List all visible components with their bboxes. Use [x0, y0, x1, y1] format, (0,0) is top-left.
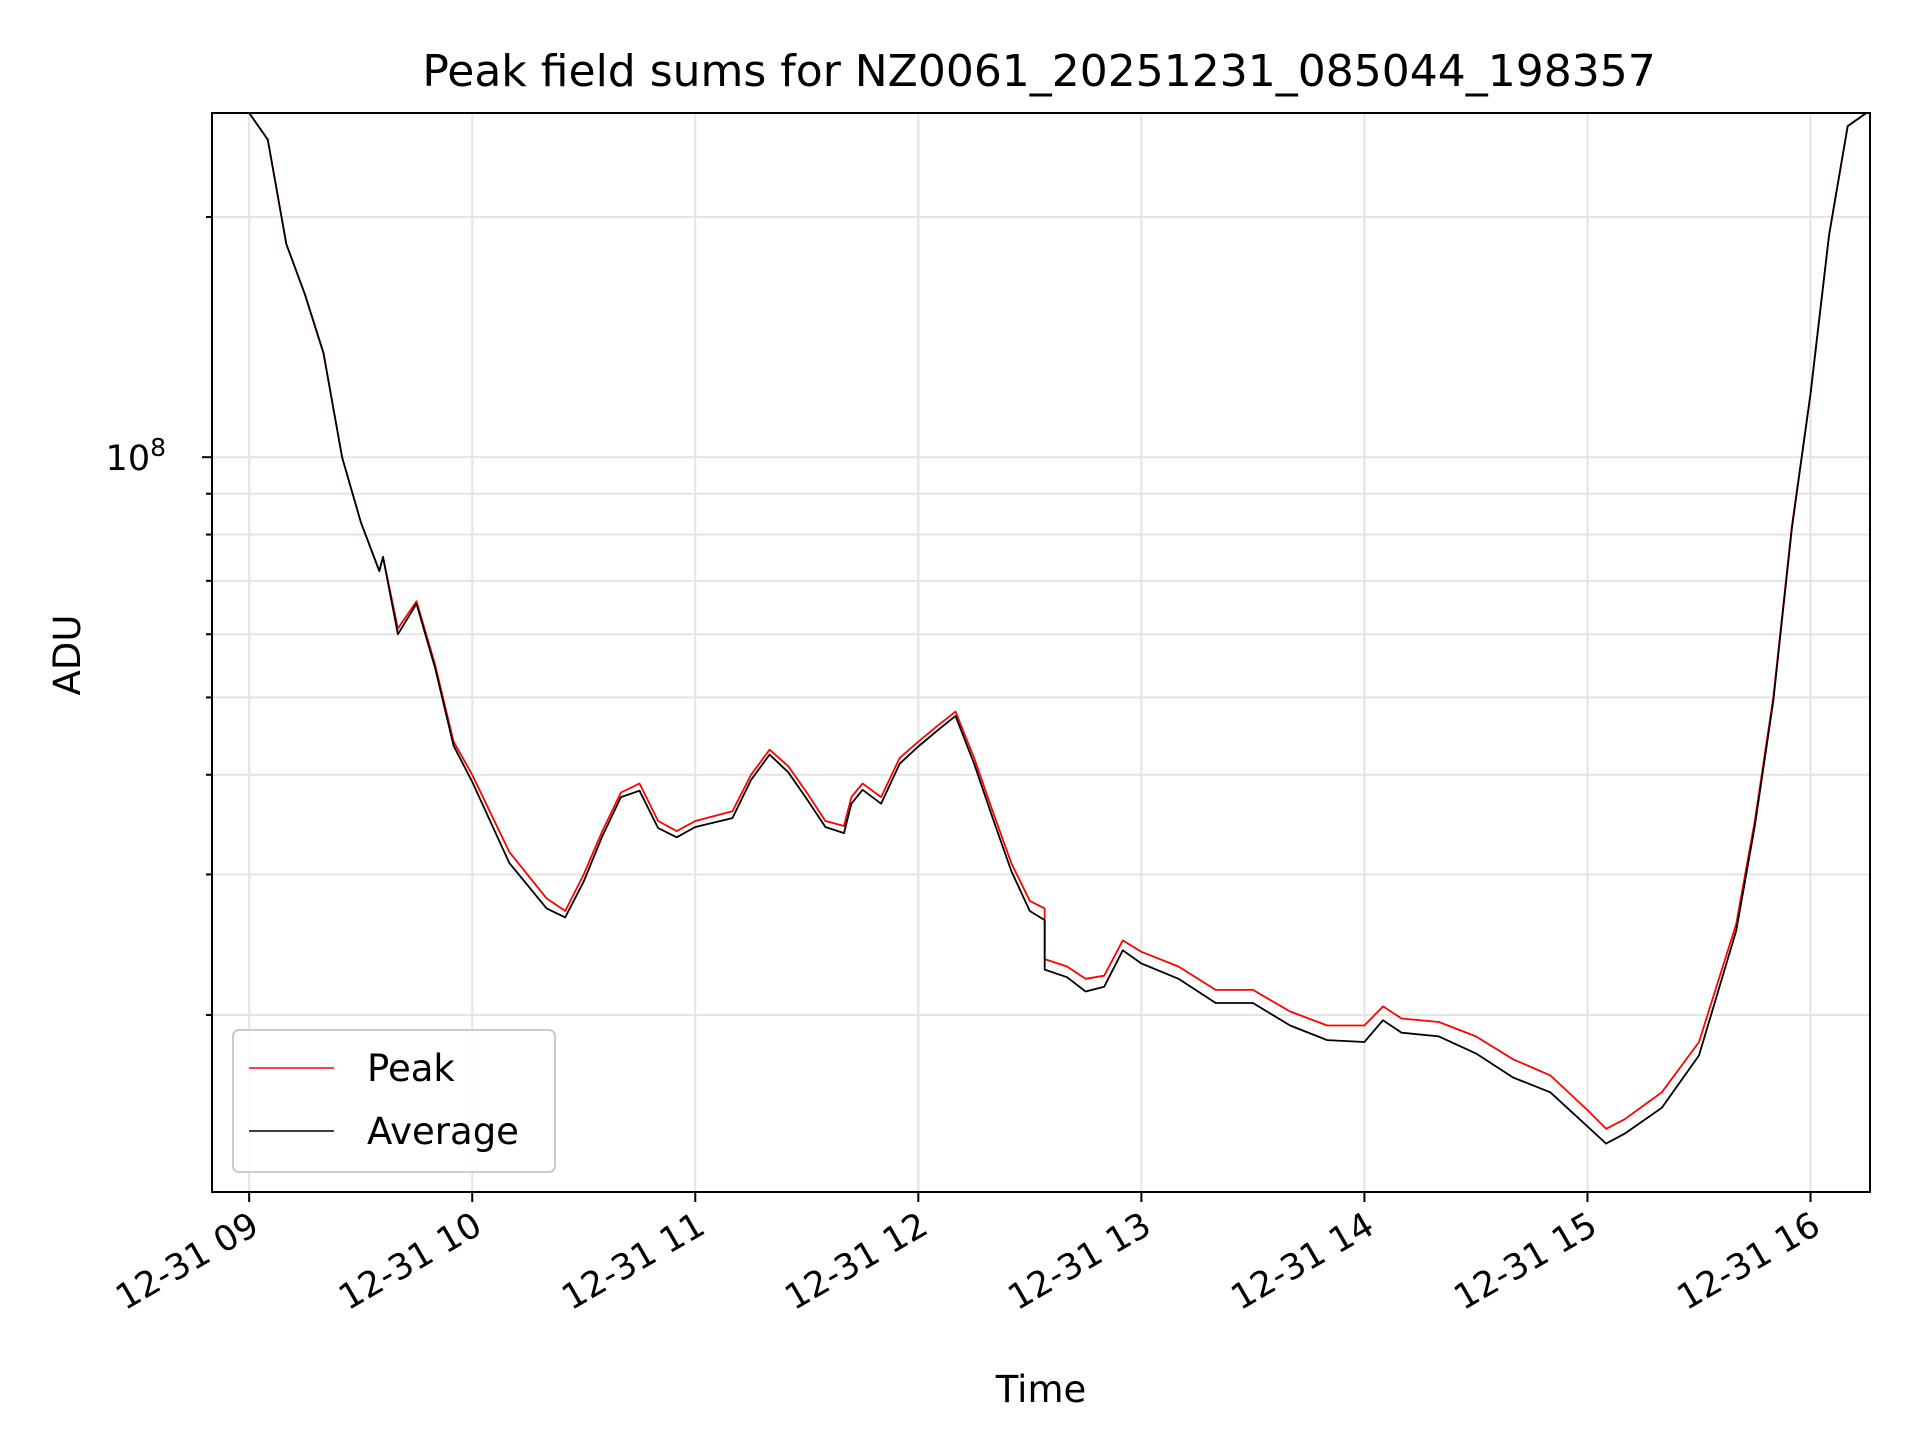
y-axis-label: ADU: [46, 615, 89, 696]
chart-title: Peak field sums for NZ0061_20251231_0850…: [422, 46, 1655, 97]
legend-label-peak: Peak: [367, 1047, 455, 1090]
series-line-average: [248, 112, 1867, 1145]
plot-frame: [211, 112, 1871, 1193]
legend: Peak Average: [232, 1029, 556, 1173]
series-line-peak: [248, 112, 1867, 1130]
legend-box: [232, 1029, 556, 1173]
x-axis-label: Time: [995, 1368, 1087, 1411]
legend-label-average: Average: [367, 1110, 519, 1153]
grid: [212, 113, 1870, 1192]
y-tick-exponent: 8: [150, 433, 166, 462]
series-group: [248, 112, 1867, 1145]
